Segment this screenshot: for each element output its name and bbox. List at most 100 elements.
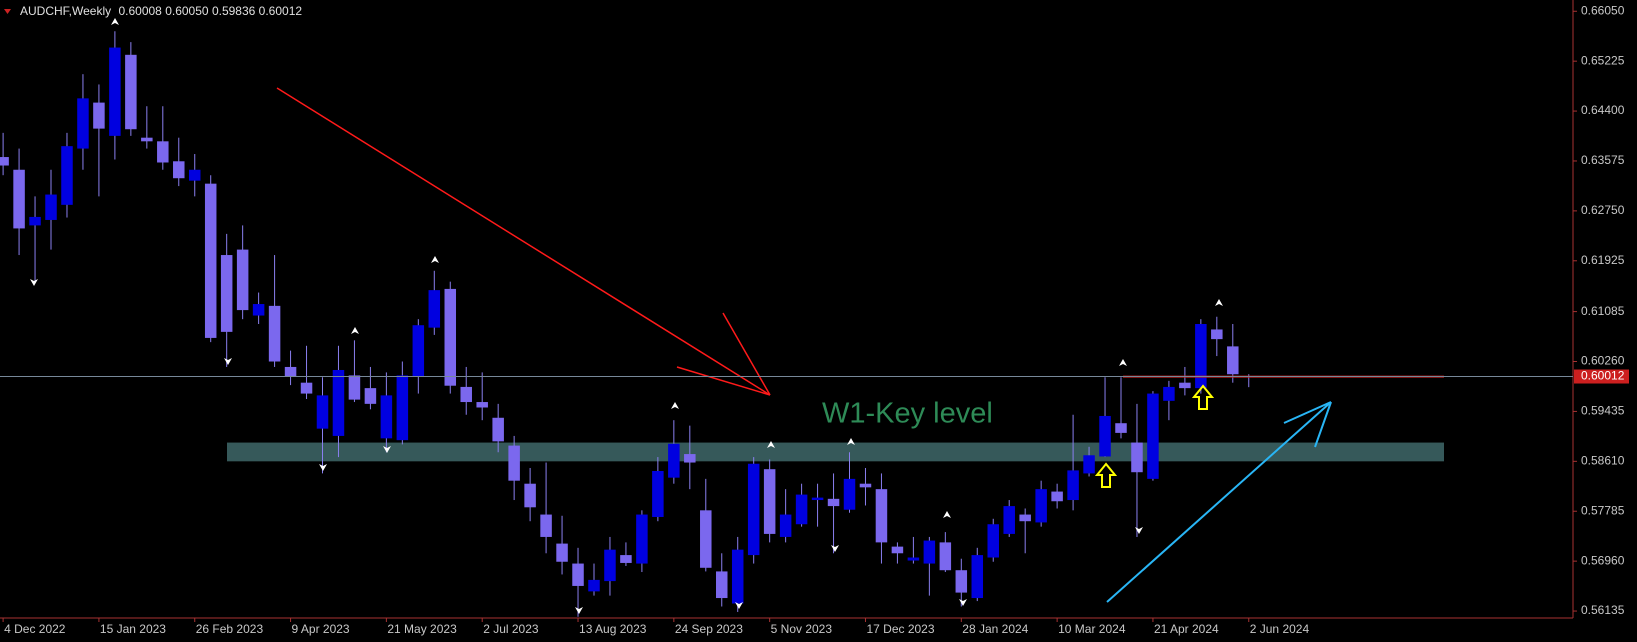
- header: AUDCHF,Weekly 0.60008 0.60050 0.59836 0.…: [20, 4, 302, 18]
- candle-body: [93, 102, 105, 129]
- x-tick-label: 9 Apr 2023: [292, 622, 350, 636]
- candle-body: [109, 47, 121, 136]
- y-tick-label: 0.61085: [1581, 304, 1625, 318]
- candle-body: [284, 366, 297, 377]
- x-tick-label: 21 May 2023: [387, 622, 457, 636]
- candle-body: [971, 555, 984, 599]
- y-tick-label: 0.58610: [1581, 453, 1625, 467]
- candle-body: [444, 288, 457, 386]
- candle-body: [747, 463, 760, 556]
- candle-body: [939, 542, 952, 571]
- candle-body: [460, 386, 472, 403]
- x-tick-label: 15 Jan 2023: [100, 622, 166, 636]
- up-arrow: [1106, 401, 1332, 603]
- candle-body: [556, 543, 568, 562]
- x-tick-label: 24 Sep 2023: [675, 622, 743, 636]
- candle-body: [1163, 386, 1175, 401]
- symbol: AUDCHF,Weekly: [20, 4, 111, 18]
- candle-body: [1179, 382, 1191, 389]
- candle-body: [716, 571, 728, 599]
- x-tick-label: 28 Jan 2024: [962, 622, 1028, 636]
- x-tick-label: 10 Mar 2024: [1058, 622, 1126, 636]
- candle-body: [428, 290, 441, 328]
- signal-arrow: [1094, 462, 1118, 488]
- candle-body: [204, 183, 217, 338]
- candle-body: [45, 194, 57, 220]
- candles: [0, 31, 1255, 617]
- candle-body: [13, 169, 25, 229]
- signal-arrow: [1191, 384, 1215, 410]
- candle-body: [252, 304, 265, 316]
- x-tick-label: 2 Jun 2024: [1250, 622, 1310, 636]
- y-tick-label: 0.59435: [1581, 404, 1625, 418]
- candle-body: [380, 395, 393, 439]
- candle-body: [620, 555, 632, 563]
- candle-body: [795, 494, 808, 525]
- candle-body: [220, 255, 233, 332]
- candle-body: [364, 388, 377, 404]
- candle-body: [923, 540, 936, 564]
- candle-body: [668, 443, 680, 478]
- y-tick-label: 0.64400: [1581, 103, 1625, 117]
- candle-body: [173, 161, 185, 179]
- candle-body: [987, 524, 999, 558]
- zone-layer: [227, 442, 1444, 462]
- y-tick-label: 0.60260: [1581, 354, 1625, 368]
- candle-body: [684, 454, 696, 463]
- price-label: 0.60012: [1581, 369, 1625, 383]
- candle-body: [1131, 442, 1143, 473]
- down-arrow: [276, 87, 771, 396]
- candle-body: [236, 249, 249, 311]
- candle-body: [300, 382, 313, 394]
- key-zone: [227, 442, 1444, 462]
- x-tick-label: 2 Jul 2023: [483, 622, 539, 636]
- candle-body: [811, 497, 824, 501]
- candle-body: [332, 369, 345, 436]
- candle-body: [412, 325, 425, 377]
- candle-body: [476, 402, 488, 408]
- candle-body: [1211, 329, 1223, 340]
- candle-body: [61, 146, 73, 205]
- candle-body: [492, 417, 504, 442]
- low-value: 0.59836: [212, 4, 256, 18]
- candle-body: [268, 305, 281, 362]
- y-tick-label: 0.57785: [1581, 503, 1625, 517]
- candle-body: [588, 579, 600, 592]
- y-tick-label: 0.62750: [1581, 203, 1625, 217]
- candle-body: [859, 483, 872, 488]
- x-tick-label: 13 Aug 2023: [579, 622, 647, 636]
- candle-body: [524, 483, 536, 508]
- candle-body: [540, 514, 552, 537]
- candle-body: [1051, 491, 1063, 502]
- candle-body: [1099, 415, 1111, 457]
- candle-body: [843, 478, 856, 510]
- candle-body: [891, 546, 904, 554]
- candle-body: [779, 514, 792, 537]
- candle-body: [1083, 455, 1095, 474]
- x-tick-label: 26 Feb 2023: [196, 622, 264, 636]
- candle-body: [763, 469, 776, 534]
- menu-triangle: [4, 9, 11, 14]
- candle-body: [1035, 489, 1047, 523]
- high-value: 0.60050: [165, 4, 209, 18]
- candle-body: [77, 98, 89, 149]
- candle-body: [652, 471, 664, 517]
- candle-body: [125, 54, 137, 130]
- y-tick-label: 0.61925: [1581, 253, 1625, 267]
- open-value: 0.60008: [118, 4, 162, 18]
- candle-body: [508, 445, 520, 481]
- candle-body: [0, 157, 9, 166]
- candle-body: [700, 510, 712, 568]
- candle-body: [348, 375, 361, 400]
- candle-body: [1019, 514, 1031, 522]
- annotation: W1-Key level: [822, 398, 993, 430]
- candle-body: [1003, 506, 1015, 534]
- candle-body: [827, 498, 840, 507]
- candle-body: [604, 549, 616, 582]
- x-tick-label: 5 Nov 2023: [771, 622, 833, 636]
- candle-body: [396, 375, 409, 441]
- candle-body: [1227, 346, 1239, 375]
- y-tick-label: 0.66050: [1581, 3, 1625, 17]
- candle-body: [907, 557, 920, 561]
